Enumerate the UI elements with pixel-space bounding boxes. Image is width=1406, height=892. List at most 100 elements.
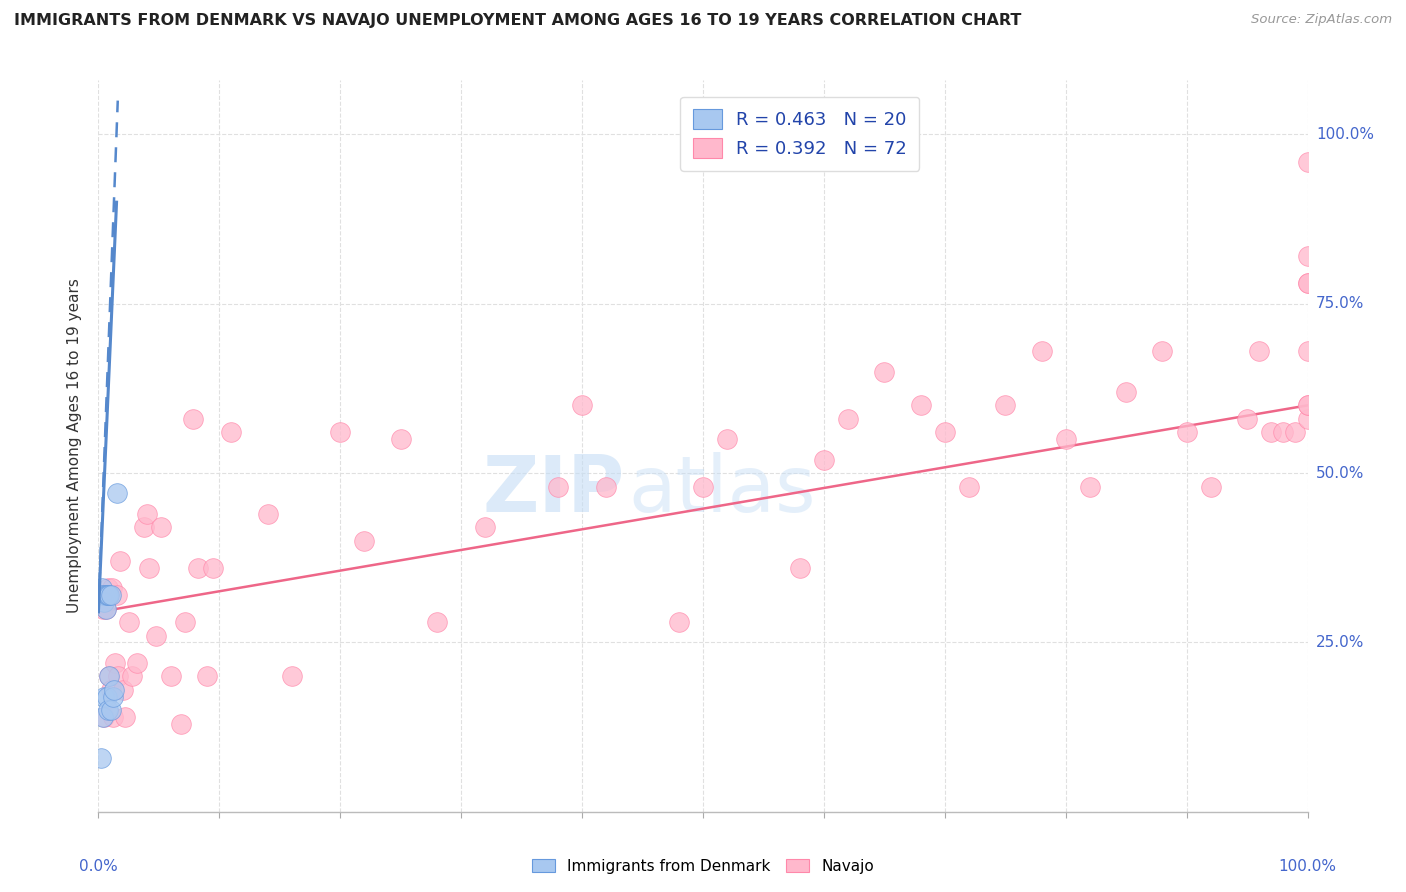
Text: 100.0%: 100.0% [1278, 859, 1337, 874]
Point [145, 629, 167, 643]
Point [103, 682, 125, 697]
Point [281, 669, 304, 683]
Point [96, 588, 118, 602]
Point [93, 690, 115, 704]
Point [98, 669, 121, 683]
Point [100, 682, 122, 697]
Point [1260, 425, 1282, 440]
Point [101, 710, 124, 724]
Text: ZIP: ZIP [482, 452, 624, 528]
Point [135, 507, 157, 521]
Point [1296, 412, 1319, 426]
Point [202, 561, 225, 575]
Y-axis label: Unemployment Among Ages 16 to 19 years: Unemployment Among Ages 16 to 19 years [67, 278, 83, 614]
Legend: R = 0.463   N = 20, R = 0.392   N = 72: R = 0.463 N = 20, R = 0.392 N = 72 [681, 96, 920, 170]
Point [91, 710, 114, 724]
Point [98, 669, 121, 683]
Point [910, 398, 932, 412]
Point [100, 703, 122, 717]
Point [94, 601, 117, 615]
Point [97, 588, 120, 602]
Point [91, 588, 114, 602]
Point [474, 520, 496, 534]
Text: 75.0%: 75.0% [1316, 296, 1364, 311]
Point [1175, 425, 1198, 440]
Point [97, 581, 120, 595]
Point [1284, 425, 1306, 440]
Point [90, 750, 112, 764]
Point [1296, 398, 1319, 412]
Point [100, 581, 122, 595]
Point [571, 398, 593, 412]
Point [837, 412, 859, 426]
Point [94, 601, 117, 615]
Point [221, 425, 243, 440]
Point [118, 615, 141, 629]
Text: 0.0%: 0.0% [79, 859, 118, 874]
Point [96, 690, 118, 704]
Point [1296, 249, 1319, 263]
Point [91, 601, 114, 615]
Point [1054, 432, 1077, 446]
Point [1296, 277, 1319, 291]
Point [789, 561, 811, 575]
Point [93, 710, 115, 724]
Point [1296, 277, 1319, 291]
Point [150, 520, 173, 534]
Point [101, 690, 124, 704]
Point [1078, 480, 1101, 494]
Point [716, 432, 738, 446]
Point [1031, 344, 1053, 359]
Point [1115, 384, 1137, 399]
Point [91, 581, 114, 595]
Point [1296, 398, 1319, 412]
Text: atlas: atlas [628, 452, 815, 528]
Point [134, 520, 156, 534]
Text: 100.0%: 100.0% [1316, 127, 1374, 142]
Point [174, 615, 197, 629]
Point [127, 656, 149, 670]
Point [114, 710, 136, 724]
Text: Source: ZipAtlas.com: Source: ZipAtlas.com [1251, 13, 1392, 27]
Point [181, 412, 204, 426]
Point [873, 364, 896, 378]
Point [1296, 344, 1319, 359]
Point [595, 480, 617, 494]
Point [547, 480, 569, 494]
Point [994, 398, 1017, 412]
Point [100, 588, 122, 602]
Point [957, 480, 980, 494]
Point [934, 425, 956, 440]
Point [91, 588, 114, 602]
Point [98, 588, 121, 602]
Point [187, 561, 209, 575]
Text: 25.0%: 25.0% [1316, 635, 1364, 650]
Point [195, 669, 218, 683]
Point [1152, 344, 1174, 359]
Point [1249, 344, 1271, 359]
Point [107, 669, 129, 683]
Point [1296, 154, 1319, 169]
Point [426, 615, 449, 629]
Point [97, 703, 120, 717]
Point [389, 432, 412, 446]
Point [1199, 480, 1222, 494]
Point [256, 507, 278, 521]
Point [1272, 425, 1295, 440]
Point [353, 533, 375, 548]
Point [668, 615, 690, 629]
Point [692, 480, 714, 494]
Point [111, 682, 134, 697]
Point [813, 452, 835, 467]
Point [105, 588, 128, 602]
Point [169, 716, 191, 731]
Text: IMMIGRANTS FROM DENMARK VS NAVAJO UNEMPLOYMENT AMONG AGES 16 TO 19 YEARS CORRELA: IMMIGRANTS FROM DENMARK VS NAVAJO UNEMPL… [14, 13, 1021, 29]
Point [93, 588, 115, 602]
Legend: Immigrants from Denmark, Navajo: Immigrants from Denmark, Navajo [526, 853, 880, 880]
Text: 50.0%: 50.0% [1316, 466, 1364, 481]
Point [121, 669, 143, 683]
Point [108, 554, 131, 568]
Point [104, 656, 127, 670]
Point [329, 425, 352, 440]
Point [160, 669, 183, 683]
